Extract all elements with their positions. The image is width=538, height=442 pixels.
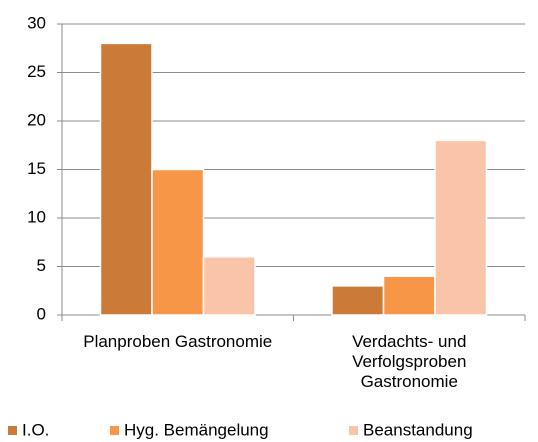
legend-label: I.O. [22,420,49,439]
y-tick-label: 5 [37,256,46,275]
y-tick-label: 30 [27,13,46,32]
bar [434,139,488,316]
legend-swatch [349,426,358,435]
bar [331,285,385,316]
bar [202,256,256,316]
y-tick-label: 20 [27,110,46,129]
bar [99,42,153,316]
legend-label: Beanstandung [363,420,473,439]
y-tick-label: 25 [27,62,46,81]
legend-swatch [110,426,119,435]
y-tick-label: 10 [27,207,46,226]
y-tick-label: 15 [27,159,46,178]
x-tick-label: Verdachts- und Verfolgsproben Gastronomi… [352,332,467,391]
x-tick-label: Planproben Gastronomie [83,332,273,351]
bar [382,275,436,316]
legend-label: Hyg. Bemängelung [124,420,269,439]
y-tick-label: 0 [37,304,46,323]
legend-swatch [8,426,17,435]
bar [151,168,205,316]
